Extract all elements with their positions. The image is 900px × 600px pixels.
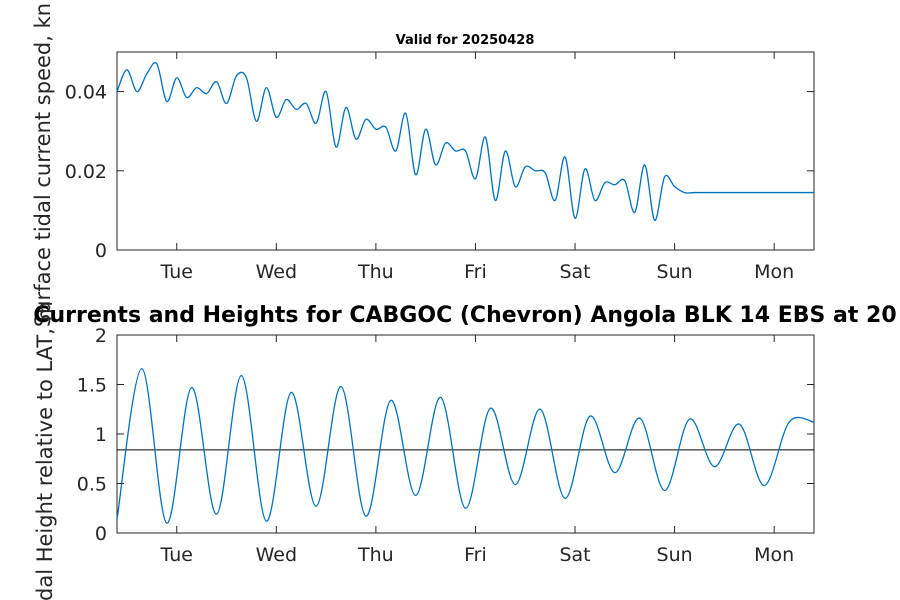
tidal-height-series-line: [116, 368, 815, 524]
current-speed-x-tick-label: Tue: [160, 261, 193, 283]
tidal-height-x-tick-label: Thu: [357, 544, 394, 566]
current-speed-y-tick-label: 0.02: [65, 161, 107, 183]
current-speed-y-tick-label: 0: [95, 240, 107, 262]
tidal-height-y-axis-label: Tidal Height relative to LAT, m: [33, 301, 57, 600]
tidal-height-plot-area: [116, 334, 815, 534]
tidal-height-x-tick-label: Fri: [464, 544, 487, 566]
tidal-height-y-tick-label: 0.5: [77, 474, 107, 496]
current-speed-chart-title: Valid for 20250428: [396, 33, 535, 48]
tidal-height-x-tick-label: Wed: [256, 544, 297, 566]
current-speed-series-line: [116, 62, 814, 221]
current-speed-x-tick-label: Sat: [559, 261, 590, 283]
tidal-height-y-tick-label: 1: [95, 424, 107, 446]
tidal-height-x-tick-label: Sat: [559, 544, 590, 566]
current-speed-y-axis-label: Surface tidal current speed, kn: [31, 3, 55, 327]
tidal-height-x-tick-label: Sun: [657, 544, 693, 566]
current-speed-y-tick-label: 0.04: [65, 82, 107, 104]
tidal-height-x-tick-label: Tue: [160, 544, 193, 566]
tidal-height-chart: Currents and Heights for CABGOC (Chevron…: [33, 301, 897, 600]
current-speed-x-tick-label: Mon: [754, 261, 794, 283]
tidal-height-x-tick-label: Mon: [754, 544, 794, 566]
tidal-height-y-tick-label: 1.5: [77, 375, 107, 397]
current-speed-x-tick-label: Thu: [357, 261, 394, 283]
current-speed-chart: Valid for 20250428 0 0.02 0.04 Tue Wed Thu Fr…: [31, 3, 815, 327]
tidal-height-y-tick-label: 0: [95, 523, 107, 545]
tidal-height-y-tick-label: 2: [95, 325, 107, 347]
tidal-height-chart-title: Currents and Heights for CABGOC (Chevron…: [33, 303, 896, 328]
current-speed-x-tick-label: Wed: [256, 261, 297, 283]
current-speed-x-tick-label: Fri: [464, 261, 487, 283]
current-speed-x-tick-label: Sun: [657, 261, 693, 283]
